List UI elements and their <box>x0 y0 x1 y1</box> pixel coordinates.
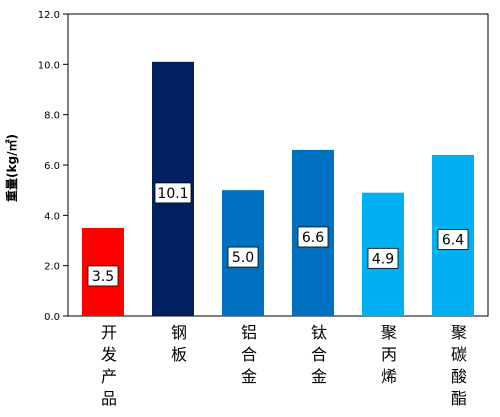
y-axis-label: 重量(kg/㎡) <box>4 134 19 202</box>
y-tick-label: 8.0 <box>44 111 60 122</box>
bars: 3.5 10.1 5.0 6.6 4.9 6.4 <box>82 61 474 316</box>
data-label-box <box>297 226 329 248</box>
x-category-label: 钢板 <box>171 323 187 364</box>
x-category-label: 钛合金 <box>311 323 327 386</box>
x-category-label: 开发产品 <box>101 323 117 408</box>
data-label-box <box>87 265 119 287</box>
data-label-box <box>154 182 192 204</box>
x-category-label: 聚碳酸酯 <box>451 323 467 408</box>
data-label-box <box>367 247 399 269</box>
x-category-label: 聚丙烯 <box>381 323 397 386</box>
x-axis-labels: 开发产品 钢板 铝合金 钛合金 聚丙烯 聚碳酸酯 <box>101 323 467 408</box>
data-label-box <box>437 229 469 250</box>
plot-area <box>67 13 489 317</box>
data-label: 4.9 <box>372 251 394 267</box>
y-axis-ticks: 0.0 2.0 4.0 6.0 8.0 10.0 12.0 <box>38 10 68 323</box>
data-label: 3.5 <box>92 269 114 285</box>
data-label: 6.6 <box>302 230 324 246</box>
y-tick-label: 4.0 <box>44 211 60 222</box>
data-label: 10.1 <box>157 186 188 202</box>
data-label: 5.0 <box>232 250 254 266</box>
data-label: 6.4 <box>442 232 464 248</box>
y-tick-label: 0.0 <box>44 312 60 323</box>
y-tick-label: 10.0 <box>38 60 60 71</box>
x-category-label: 铝合金 <box>241 323 257 386</box>
data-label-box <box>227 246 259 268</box>
y-tick-label: 12.0 <box>38 10 60 21</box>
y-tick-label: 2.0 <box>44 262 60 273</box>
y-tick-label: 6.0 <box>44 161 60 172</box>
